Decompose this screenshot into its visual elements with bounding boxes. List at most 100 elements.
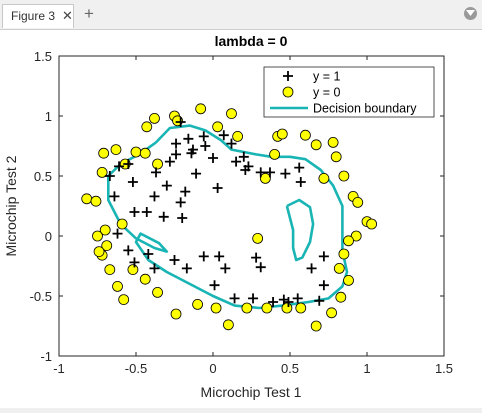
data-point-y1: [143, 249, 154, 259]
data-point-y0: [333, 262, 345, 274]
data-point-y0: [241, 302, 253, 314]
data-point-y0: [139, 147, 151, 159]
data-point-y1: [183, 133, 194, 144]
data-point-y1: [169, 255, 180, 265]
data-point-y0: [310, 139, 322, 151]
data-point-y1: [175, 117, 186, 127]
x-tick-label: 1.5: [435, 361, 453, 376]
data-point-y1: [180, 186, 191, 197]
data-point-y0: [330, 151, 342, 163]
data-point-y1: [264, 167, 275, 178]
data-point-y1: [318, 251, 329, 262]
data-point-y1: [123, 159, 134, 169]
data-point-y0: [112, 280, 123, 292]
data-point-y0: [118, 294, 130, 306]
data-point-y0: [335, 291, 347, 303]
data-point-y0: [281, 302, 293, 314]
data-point-y1: [314, 295, 325, 306]
data-point-y0: [318, 172, 330, 184]
data-point-y0: [93, 246, 105, 258]
data-point-y1: [164, 156, 175, 167]
data-point-y0: [343, 235, 354, 247]
data-point-y1: [294, 162, 305, 173]
data-point-y1: [220, 263, 231, 274]
data-point-y1: [109, 191, 120, 202]
legend-label: y = 0: [313, 86, 340, 100]
data-point-y1: [318, 280, 329, 291]
data-point-y0: [226, 108, 237, 119]
data-point-y0: [252, 232, 264, 244]
x-axis-label: Microchip Test 1: [201, 384, 302, 400]
data-point-y1: [209, 280, 220, 291]
x-tick-label: 1: [363, 361, 370, 376]
data-point-y0: [92, 230, 103, 242]
decision-boundary-line: [285, 198, 315, 262]
data-point-y1: [198, 131, 209, 142]
data-point-y0: [110, 144, 122, 155]
close-icon[interactable]: ✕: [62, 8, 73, 23]
data-point-y0: [212, 121, 224, 133]
data-point-y0: [327, 137, 339, 148]
data-point-y1: [149, 263, 160, 274]
data-point-y0: [299, 129, 311, 141]
data-point-y1: [268, 297, 279, 307]
data-point-y1: [149, 191, 160, 202]
data-point-y0: [192, 298, 204, 310]
data-point-y0: [295, 302, 307, 314]
data-point-y1: [177, 213, 188, 223]
data-point-y1: [283, 297, 294, 307]
data-point-y0: [152, 158, 163, 170]
data-point-y0: [90, 195, 102, 207]
data-point-y1: [292, 293, 303, 304]
tab-figure-3[interactable]: Figure 3 ✕: [2, 4, 74, 28]
figure-canvas: -1 -0.5 0 0.5 1 1.5 -1 -0.5 0 0.5 1 1.5 y = 1 y = 0 D…: [0, 30, 482, 408]
x-tick-label: -0.5: [125, 361, 147, 376]
data-point-y0: [170, 308, 182, 320]
data-point-y0: [81, 193, 93, 205]
data-point-y0: [104, 264, 116, 276]
y-tick-label: 0.5: [34, 169, 52, 184]
add-tab-icon[interactable]: +: [84, 4, 94, 23]
y-tick-label: 1.5: [34, 49, 52, 64]
chevron-down-icon[interactable]: [464, 7, 477, 20]
data-point-y0: [195, 103, 207, 115]
data-point-y1: [226, 138, 237, 149]
data-point-y1: [251, 252, 262, 263]
data-point-y0: [338, 248, 350, 260]
data-point-y0: [338, 170, 350, 182]
data-point-y1: [218, 130, 229, 141]
scatter-chart: -1 -0.5 0 0.5 1 1.5 -1 -0.5 0 0.5 1 1.5 y = 1 y = 0 D…: [3, 33, 453, 400]
data-point-y0: [116, 218, 128, 230]
legend-label: y = 1: [313, 70, 340, 84]
legend-marker-circle: [282, 86, 294, 98]
data-point-y1: [171, 138, 182, 149]
data-point-y1: [248, 293, 259, 304]
data-point-y1: [129, 207, 140, 217]
data-point-y1: [175, 197, 186, 208]
data-point-y1: [198, 251, 209, 262]
data-point-y0: [98, 147, 110, 159]
data-point-y0: [269, 149, 281, 160]
data-point-y1: [306, 263, 317, 274]
x-tick-label: 0.5: [281, 361, 299, 376]
chart-title: lambda = 0: [215, 33, 288, 49]
data-point-y0: [152, 286, 163, 298]
data-point-y1: [208, 153, 218, 163]
data-point-y0: [310, 320, 322, 332]
data-point-y0: [350, 230, 362, 242]
data-point-y1: [181, 263, 192, 274]
data-point-y1: [158, 211, 169, 222]
data-point-y1: [127, 177, 138, 187]
x-tick-label: 0: [209, 361, 216, 376]
data-point-y1: [161, 180, 172, 191]
data-point-y0: [259, 172, 271, 184]
data-point-y1: [238, 151, 249, 162]
data-point-y1: [212, 183, 223, 193]
data-point-y1: [191, 168, 202, 179]
data-point-y1: [229, 293, 240, 304]
data-point-y1: [123, 245, 134, 256]
data-point-y1: [200, 141, 211, 151]
data-point-y0: [130, 146, 142, 158]
legend-marker-plus: [283, 71, 293, 81]
data-point-y0: [352, 196, 364, 208]
